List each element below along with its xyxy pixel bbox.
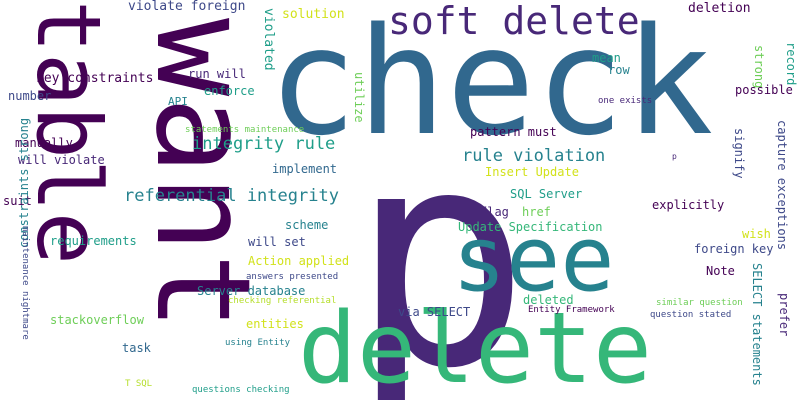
word-checking-referential: checking referential <box>228 296 337 306</box>
word-number: number <box>8 89 52 103</box>
word-row: row <box>608 63 630 77</box>
word-implement: implement <box>272 162 338 176</box>
word-key-constraints: key constraints <box>36 71 154 86</box>
word-scheme: scheme <box>285 218 329 232</box>
word-via-select: via SELECT <box>398 305 471 319</box>
word-record: record <box>784 42 798 86</box>
word-rule-violation: rule violation <box>462 146 606 166</box>
word-href: href <box>522 205 551 219</box>
word-similar-question: similar question <box>656 298 743 308</box>
word-t-sql: T SQL <box>125 379 153 389</box>
word-solution: solution <box>282 7 345 22</box>
word-violated: violated <box>261 8 276 71</box>
word-deleted: deleted <box>523 293 574 307</box>
word-check: check <box>268 0 714 168</box>
word-select-statements: SELECT statements <box>750 263 764 386</box>
word-capture-exceptions: capture exceptions <box>775 120 789 251</box>
word-mean: mean <box>592 51 621 65</box>
word-will-violate: will violate <box>18 153 105 167</box>
word-statements-maintenance: statements maintenance <box>185 125 305 135</box>
word-p-large: p <box>350 85 531 400</box>
word-wish: wish <box>742 227 771 241</box>
word-see: see <box>452 207 615 312</box>
word-table: table <box>17 0 120 265</box>
word-run-will: run will <box>188 67 246 81</box>
word-questions-checking: questions checking <box>192 385 290 395</box>
word-answers-presented: answers presented <box>246 272 339 282</box>
word-entities: entities <box>246 317 304 331</box>
word-requirements: requirements <box>50 234 137 248</box>
word-server-database: Server database <box>197 284 306 298</box>
word-stackoverflow: stackoverflow <box>50 313 144 327</box>
word-foreign-key: foreign key <box>694 242 774 256</box>
word-manually: manually <box>15 136 73 150</box>
word-prefer: prefer <box>777 293 791 337</box>
word-signify: signify <box>732 128 746 179</box>
word-note: Note <box>706 264 735 278</box>
word-suit: suit <box>3 194 32 208</box>
word-insert-update: Insert Update <box>485 165 579 179</box>
word-enforce: enforce <box>204 84 255 98</box>
word-pattern-must: pattern must <box>470 125 557 139</box>
word-one-exists: one exists <box>598 96 653 106</box>
word-sql-server: SQL Server <box>510 187 583 201</box>
word-using-entity: using Entity <box>225 338 291 348</box>
word-deletion: deletion <box>688 1 751 16</box>
word-flag: flag <box>480 205 509 219</box>
word-soft-delete: soft delete <box>388 0 640 43</box>
word-action-applied: Action applied <box>248 254 350 268</box>
word-question-stated: question stated <box>650 310 732 320</box>
word-p-small: p <box>672 152 677 161</box>
word-entity-framework: Entity Framework <box>528 305 615 315</box>
word-explicitly: explicitly <box>652 198 725 212</box>
word-task: task <box>122 341 151 355</box>
word-violate-foreign: violate foreign <box>128 0 246 14</box>
word-will-set: will set <box>248 235 306 249</box>
word-possible: possible <box>735 83 793 97</box>
word-referential-integrity: referential integrity <box>124 186 339 206</box>
word-delete: delete <box>298 292 653 400</box>
word-maintenance-nightmare: maintenance nightmare <box>20 226 30 340</box>
word-integrity-rule: integrity rule <box>192 134 336 154</box>
word-api: API <box>168 95 188 108</box>
word-utilize: utilize <box>352 72 366 123</box>
word-strong: strong <box>752 45 766 89</box>
word-update-specification: Update Specification <box>458 220 603 234</box>
